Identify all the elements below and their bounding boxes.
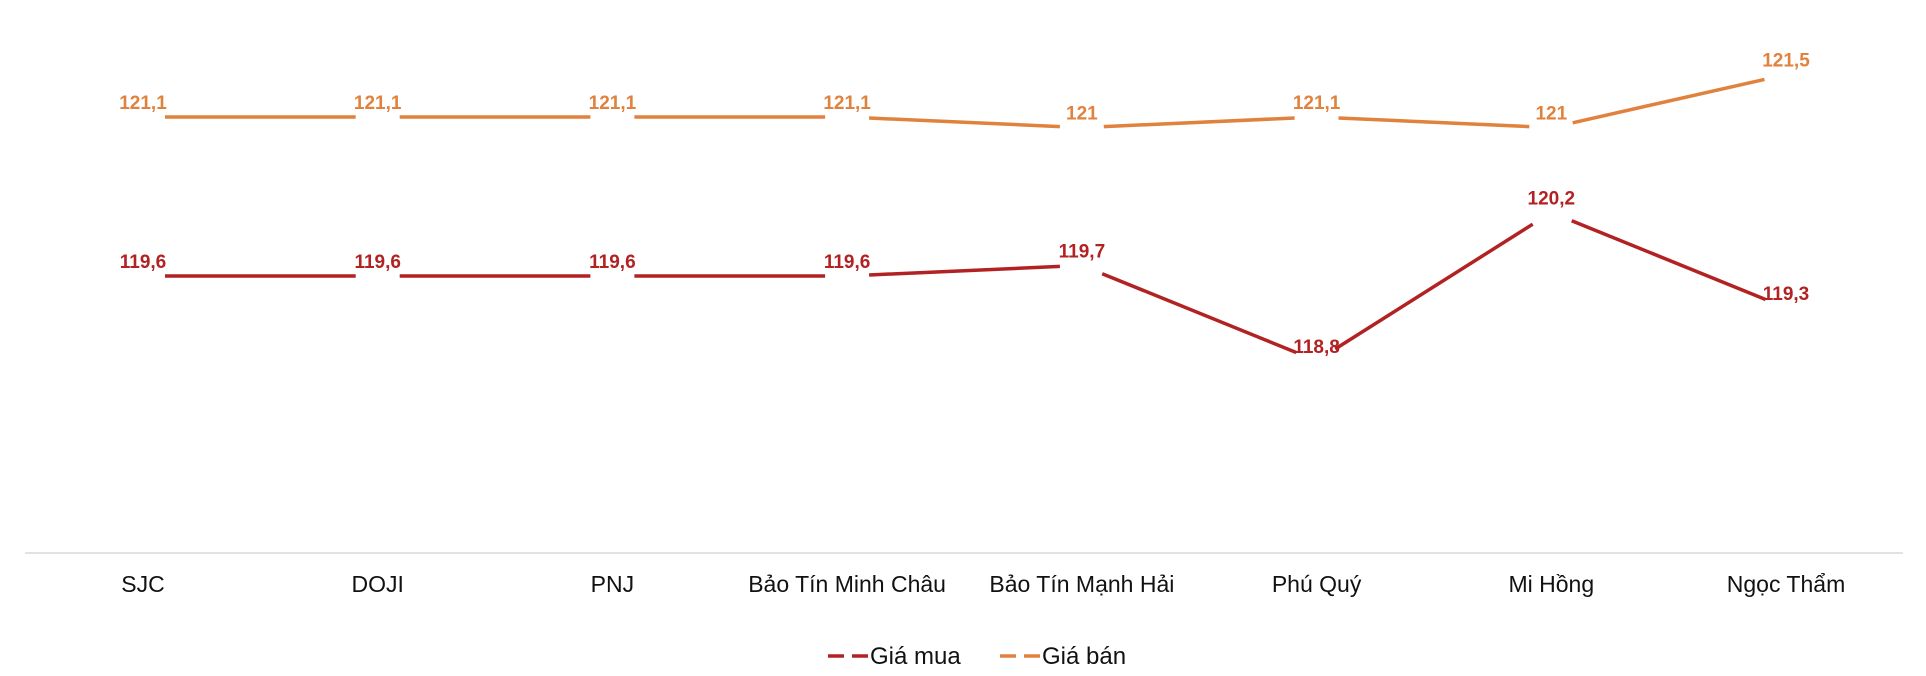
- category-label: Mi Hồng: [1508, 571, 1594, 597]
- legend-item: Giá mua: [828, 643, 961, 670]
- legend-label: Giá bán: [1042, 643, 1126, 670]
- category-label: Bảo Tín Minh Châu: [748, 571, 946, 597]
- series-2-segment: [869, 116, 1060, 129]
- data-label: 119,6: [824, 252, 871, 273]
- data-label: 119,6: [589, 252, 636, 273]
- legend: Giá mua Giá bán: [828, 643, 1126, 670]
- category-labels: SJC DOJI PNJ Bảo Tín Minh Châu Bảo Tín Mạnh …: [121, 571, 1845, 597]
- data-label: 121,1: [1293, 93, 1341, 114]
- series-1-segment: [1571, 219, 1767, 302]
- data-label: 121,1: [354, 93, 402, 114]
- data-label: 121: [1535, 104, 1567, 125]
- series-2-segment: [1572, 77, 1765, 125]
- category-label: DOJI: [352, 571, 404, 597]
- data-label: 119,6: [120, 252, 167, 273]
- data-label: 120,2: [1528, 188, 1576, 209]
- series-1-segment: [1334, 222, 1534, 351]
- data-label: 119,3: [1763, 284, 1810, 305]
- data-label: 121,1: [589, 93, 637, 114]
- data-label: 118,8: [1293, 337, 1340, 358]
- data-label: 121,5: [1762, 51, 1810, 72]
- category-label: SJC: [121, 571, 164, 597]
- data-labels: 119,6 119,6 119,6 119,6 119,7 118,8 120,2 119,3…: [119, 51, 1810, 358]
- data-label: 121,1: [823, 93, 871, 114]
- data-label: 119,6: [354, 252, 401, 273]
- category-label: Ngọc Thẩm: [1727, 571, 1845, 597]
- data-label: 121: [1066, 104, 1098, 125]
- series-lines: [165, 77, 1767, 355]
- legend-label: Giá mua: [870, 643, 961, 670]
- series-1-segment: [1101, 272, 1297, 355]
- category-label: PNJ: [591, 571, 634, 597]
- category-label: Bảo Tín Mạnh Hải: [989, 571, 1174, 597]
- data-label: 121,1: [119, 93, 167, 114]
- series-2-segment: [1338, 116, 1530, 129]
- data-label: 119,7: [1059, 241, 1106, 262]
- series-2-segment: [1103, 116, 1295, 129]
- legend-item: Giá bán: [1000, 643, 1126, 670]
- category-label: Phú Quý: [1272, 571, 1362, 597]
- series-1-segment: [869, 264, 1060, 277]
